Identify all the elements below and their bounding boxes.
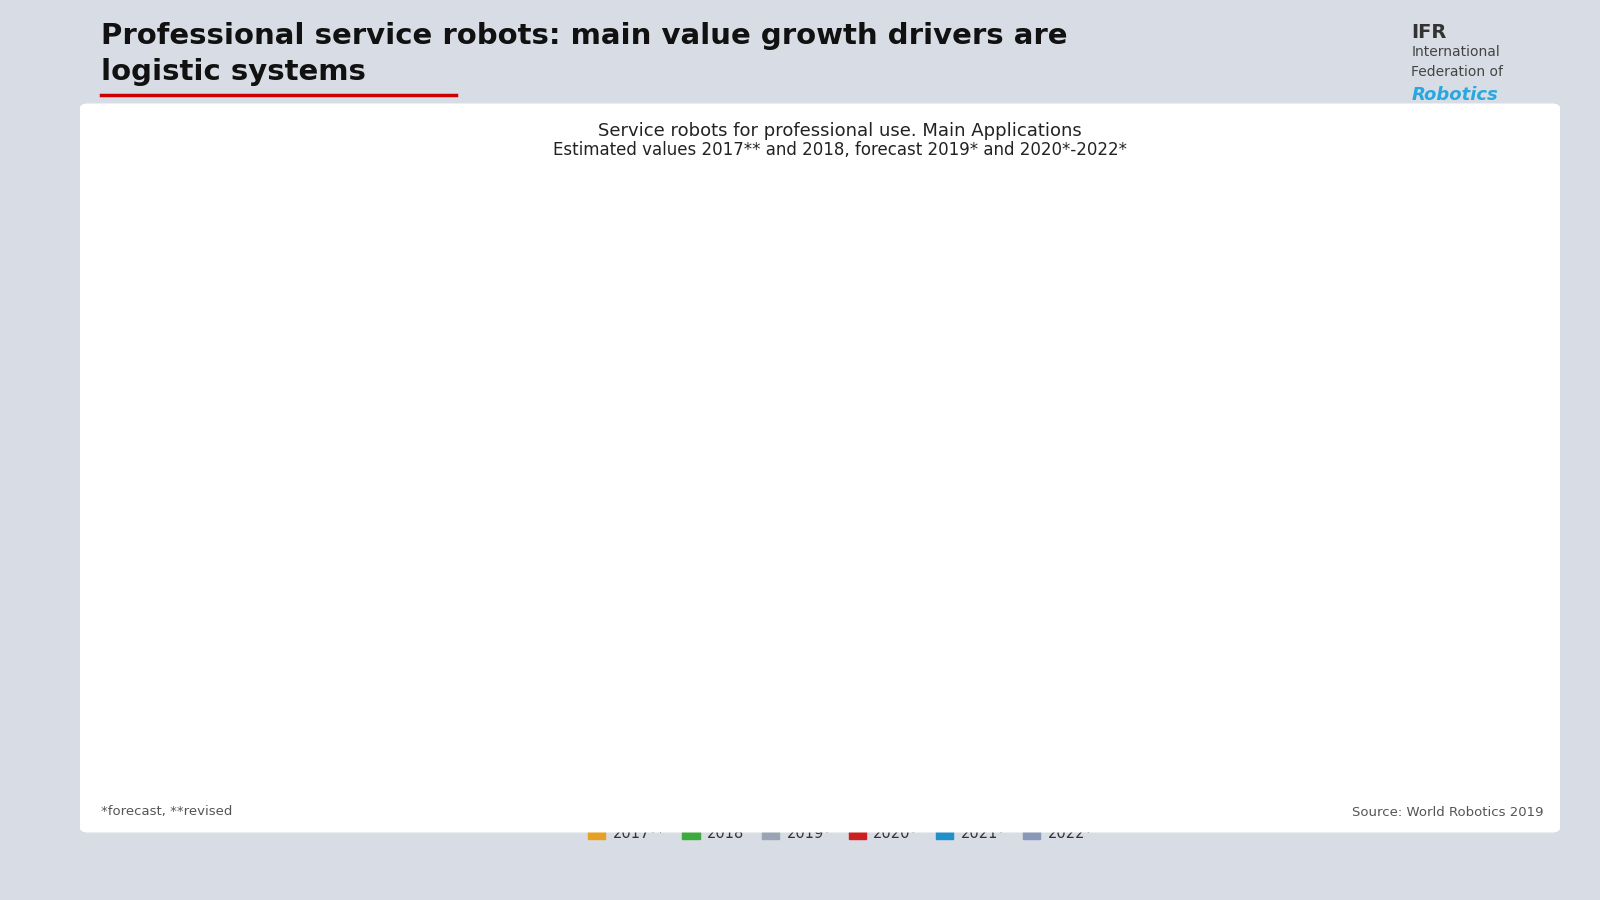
Bar	[752, 553, 790, 756]
Text: 1.0: 1.0	[898, 716, 918, 729]
Bar	[1274, 734, 1314, 756]
Text: 5.0: 5.0	[678, 653, 701, 666]
Bar	[202, 702, 242, 756]
Text: 3.7: 3.7	[253, 656, 274, 669]
Bar	[971, 732, 1011, 756]
Bar	[1315, 729, 1354, 756]
Text: 1.0: 1.0	[939, 716, 960, 729]
Bar	[1232, 736, 1272, 756]
Bar	[1438, 718, 1478, 756]
Text: 1.3: 1.3	[1062, 709, 1083, 723]
Text: Source: World Robotics 2019: Source: World Robotics 2019	[1352, 806, 1544, 818]
Y-axis label: billions of USD: billions of USD	[112, 421, 128, 533]
Text: logistic systems: logistic systems	[101, 58, 366, 86]
Bar	[890, 734, 928, 756]
Text: 1.1: 1.1	[981, 714, 1002, 727]
Bar	[669, 644, 709, 756]
Text: Service robots for professional use. Main Applications: Service robots for professional use. Mai…	[598, 122, 1082, 140]
Text: 1.5: 1.5	[1406, 705, 1427, 718]
Text: Professional service robots: main value growth drivers are: Professional service robots: main value …	[101, 22, 1067, 50]
Text: 2.4: 2.4	[211, 685, 232, 698]
Text: 14.1: 14.1	[371, 450, 402, 464]
Text: Estimated values 2017** and 2018, forecast 2019* and 2020*-2022*: Estimated values 2017** and 2018, foreca…	[554, 141, 1126, 159]
Text: 1.2: 1.2	[1022, 712, 1043, 724]
Bar	[366, 441, 406, 756]
Bar	[1355, 727, 1395, 756]
Text: 1.4: 1.4	[1104, 707, 1125, 720]
Bar	[285, 629, 325, 756]
Text: 1.2: 1.2	[1325, 712, 1346, 724]
Text: 1.0: 1.0	[1283, 716, 1304, 729]
Text: 6.7: 6.7	[718, 616, 741, 628]
Bar	[710, 607, 750, 756]
Text: 8.9: 8.9	[334, 566, 357, 580]
Bar	[1094, 724, 1134, 756]
Text: 9.1: 9.1	[760, 562, 782, 575]
Text: *forecast, **revised: *forecast, **revised	[101, 806, 232, 818]
Text: Federation of: Federation of	[1411, 65, 1504, 79]
Bar	[1013, 729, 1053, 756]
Text: International: International	[1411, 45, 1499, 59]
Legend: 2017**, 2018, 2019*, 2020*, 2021*, 2022*: 2017**, 2018, 2019*, 2020*, 2021*, 2022*	[582, 820, 1098, 846]
Text: 3.7: 3.7	[637, 656, 658, 669]
Text: 2.2: 2.2	[555, 689, 576, 702]
Text: 0.9: 0.9	[1242, 718, 1262, 732]
Bar	[408, 254, 448, 756]
Text: 5.7: 5.7	[293, 638, 315, 651]
Bar	[1054, 727, 1093, 756]
Text: 1.3: 1.3	[1365, 709, 1386, 723]
Text: 1.7: 1.7	[1448, 700, 1469, 714]
Bar	[627, 673, 667, 756]
Bar	[930, 734, 970, 756]
Text: IFR: IFR	[1411, 22, 1446, 41]
Text: 22.5: 22.5	[413, 263, 443, 275]
Text: 2.8: 2.8	[595, 676, 618, 689]
Bar	[587, 694, 626, 756]
Bar	[1397, 723, 1437, 756]
Bar	[243, 673, 283, 756]
Bar	[546, 706, 586, 756]
Bar	[326, 557, 365, 756]
Text: Robotics: Robotics	[1411, 86, 1498, 104]
